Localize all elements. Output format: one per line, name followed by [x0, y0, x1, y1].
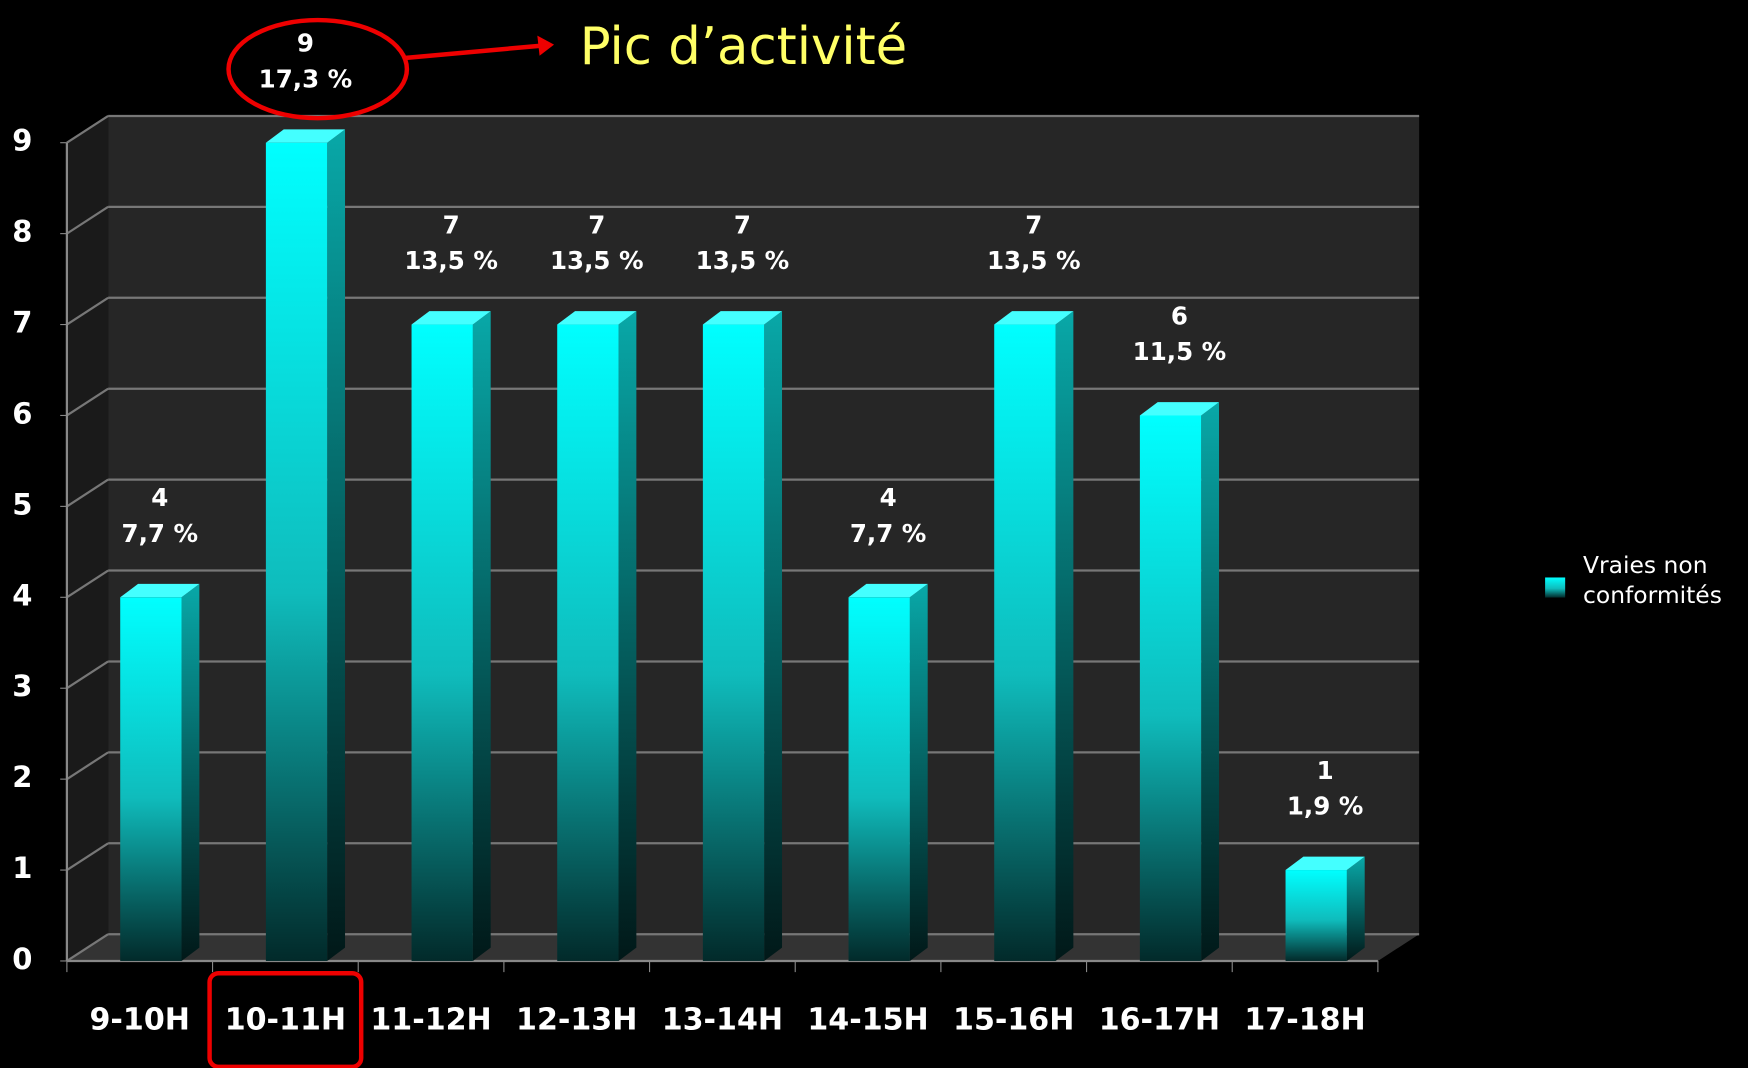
y-tick-label: 6 — [12, 396, 32, 430]
bar-side — [618, 311, 637, 961]
percentage-label: 13,5 % — [987, 246, 1081, 275]
x-tick-label: 13-14H — [662, 1003, 783, 1038]
bar-side — [327, 129, 346, 961]
bar — [848, 583, 928, 961]
percentage-label: 11,5 % — [1133, 337, 1227, 366]
value-label: 6 — [1171, 301, 1188, 330]
y-tick-label: 9 — [12, 124, 32, 158]
annotation: Pic d’activité — [580, 17, 908, 77]
bar-side — [909, 583, 928, 961]
bar-top — [120, 583, 200, 598]
legend-label-box: Vraies non conformités — [1583, 551, 1722, 609]
bar-top — [1285, 856, 1365, 871]
value-label: 4 — [151, 483, 168, 512]
bar-top — [265, 129, 346, 143]
bar-side — [181, 583, 200, 961]
legend-label: Vraies non conformités — [1583, 551, 1722, 609]
bar-front — [120, 597, 182, 961]
value-label: 7 — [734, 210, 751, 239]
legend-swatch — [1545, 577, 1566, 598]
bar-front — [557, 324, 619, 961]
bar-top — [411, 311, 491, 325]
y-tick-label: 3 — [12, 669, 32, 703]
grid-line-side — [66, 569, 109, 599]
grid-line-side — [66, 296, 109, 326]
value-label: 1 — [1317, 756, 1334, 785]
x-tick-label: 10-11H — [225, 1003, 346, 1038]
grid-line-side — [66, 660, 109, 690]
bar-side — [1201, 402, 1220, 961]
grid-line-side — [66, 842, 109, 871]
bar-side — [1055, 311, 1074, 961]
y-tick-label: 4 — [12, 578, 32, 612]
x-tick-label: 17-18H — [1244, 1003, 1365, 1038]
bar — [411, 311, 491, 961]
bar — [265, 129, 346, 961]
percentage-label: 7,7 % — [122, 519, 199, 548]
bar-top — [702, 311, 783, 325]
grid-line-side — [66, 933, 109, 962]
bar-top — [557, 311, 637, 325]
percentage-label: 7,7 % — [850, 519, 927, 548]
value-label: 7 — [588, 210, 605, 239]
bar-front — [411, 324, 473, 961]
bar — [702, 311, 783, 961]
bar-top — [994, 311, 1074, 325]
percentage-label: 17,3 % — [259, 64, 353, 93]
x-tick-label: 9-10H — [89, 1003, 189, 1038]
y-tick-label: 0 — [12, 942, 32, 976]
bar — [120, 583, 200, 961]
bar-side — [1346, 856, 1365, 961]
bar-side — [472, 311, 491, 961]
percentage-label: 1,9 % — [1287, 792, 1364, 821]
x-tick-label: 15-16H — [953, 1003, 1074, 1038]
bar-front — [1139, 415, 1202, 961]
value-label: 7 — [443, 210, 460, 239]
bar-top — [1139, 402, 1220, 416]
highlight-box — [207, 971, 364, 1068]
bar — [994, 311, 1074, 961]
bar-front — [702, 324, 765, 961]
value-label: 9 — [297, 29, 314, 58]
value-label: 4 — [880, 483, 897, 512]
y-tick-label: 7 — [12, 306, 32, 340]
arrow-head — [537, 35, 555, 56]
bar — [1285, 856, 1365, 961]
grid-line-side — [66, 478, 109, 508]
y-tick-label: 2 — [12, 760, 32, 794]
bar — [1139, 402, 1220, 961]
x-tick-label: 11-12H — [370, 1003, 491, 1038]
bar-front — [994, 324, 1056, 961]
percentage-label: 13,5 % — [404, 246, 498, 275]
percentage-label: 13,5 % — [696, 246, 790, 275]
grid-line-side — [66, 751, 109, 781]
y-tick-label: 5 — [12, 487, 32, 521]
value-label: 7 — [1025, 210, 1042, 239]
side-wall — [66, 115, 109, 961]
highlight-ellipse — [226, 17, 410, 121]
bar — [557, 311, 637, 961]
bar-side — [764, 311, 783, 961]
bar-front — [265, 142, 328, 961]
x-tick-label: 16-17H — [1099, 1003, 1220, 1038]
y-tick-label: 1 — [12, 851, 32, 885]
percentage-label: 13,5 % — [550, 246, 644, 275]
arrow-line — [404, 43, 541, 61]
y-tick-label: 8 — [12, 215, 32, 249]
x-tick-label: 14-15H — [807, 1003, 928, 1038]
bar-front — [1285, 870, 1347, 961]
x-tick-label: 12-13H — [516, 1003, 637, 1038]
bar-front — [848, 597, 910, 961]
grid-line-side — [66, 115, 109, 144]
grid-line-side — [66, 387, 109, 417]
grid-line-side — [66, 205, 109, 235]
bar-top — [848, 583, 928, 598]
